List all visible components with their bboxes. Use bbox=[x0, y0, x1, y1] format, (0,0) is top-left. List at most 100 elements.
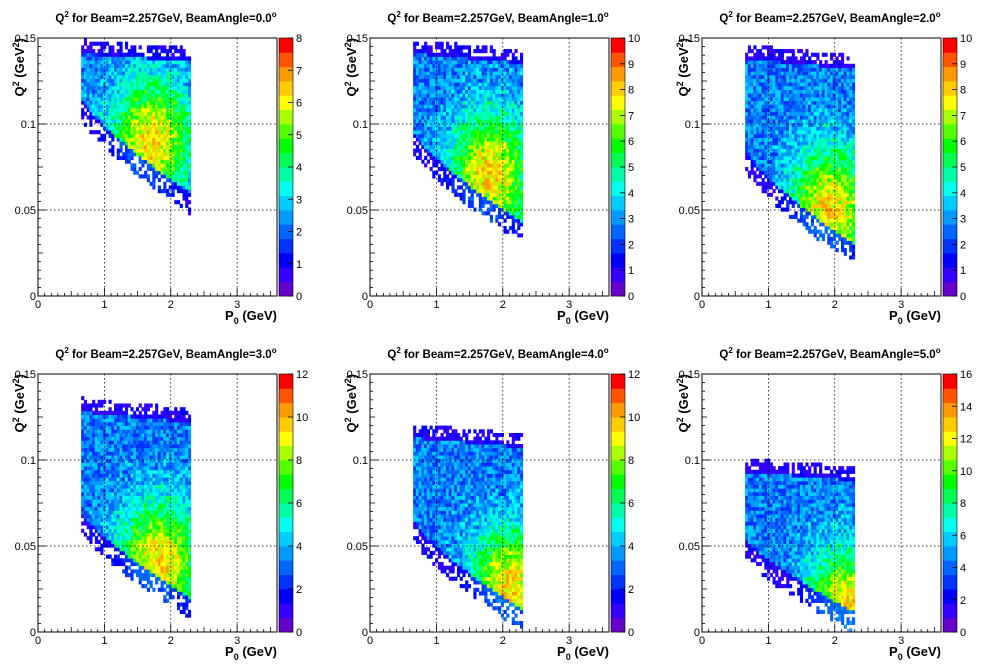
heatmap-cell bbox=[808, 163, 812, 168]
heatmap-cell bbox=[498, 163, 502, 168]
heatmap-cell bbox=[753, 155, 757, 161]
heatmap-cell bbox=[144, 56, 148, 61]
heatmap-cell bbox=[511, 56, 515, 61]
heatmap-cell bbox=[514, 78, 518, 83]
heatmap-cell bbox=[185, 200, 189, 205]
heatmap-cell bbox=[745, 122, 749, 127]
heatmap-cell bbox=[805, 78, 809, 83]
heatmap-cell bbox=[446, 119, 450, 124]
heatmap-cell bbox=[179, 104, 183, 109]
heatmap-cell bbox=[775, 111, 779, 116]
heatmap-cell bbox=[816, 100, 820, 105]
heatmap-cell bbox=[802, 56, 806, 61]
heatmap-cell bbox=[758, 137, 762, 142]
heatmap-cell bbox=[456, 141, 461, 146]
heatmap-cell bbox=[465, 67, 469, 72]
heatmap-cell bbox=[487, 152, 491, 157]
heatmap-cell bbox=[149, 104, 153, 109]
heatmap-cell bbox=[824, 211, 828, 216]
heatmap-cell bbox=[179, 163, 183, 168]
heatmap-cell bbox=[135, 148, 140, 153]
heatmap-cell bbox=[105, 108, 109, 113]
heatmap-cell bbox=[835, 155, 839, 161]
heatmap-cell bbox=[492, 133, 496, 138]
heatmap-cell bbox=[97, 74, 101, 79]
heatmap-cell bbox=[495, 115, 499, 120]
heatmap-cell bbox=[105, 60, 109, 65]
heatmap-cell bbox=[786, 67, 790, 72]
heatmap-cell bbox=[802, 96, 806, 102]
heatmap-cell bbox=[116, 85, 120, 90]
heatmap-cell bbox=[135, 115, 140, 120]
heatmap-cell bbox=[810, 189, 815, 194]
heatmap-cell bbox=[119, 56, 123, 61]
colorbar-tick-label: 3 bbox=[628, 214, 634, 226]
heatmap-cell bbox=[810, 96, 815, 102]
heatmap-cell bbox=[764, 100, 768, 105]
heatmap-cell bbox=[824, 155, 828, 161]
heatmap-cell bbox=[810, 159, 815, 164]
heatmap-cell bbox=[415, 108, 420, 113]
heatmap-cell bbox=[783, 181, 787, 186]
heatmap-cell bbox=[155, 45, 159, 50]
heatmap-cell bbox=[81, 45, 85, 50]
heatmap-cell bbox=[476, 192, 480, 197]
heatmap-cell bbox=[805, 203, 809, 208]
heatmap-cell bbox=[805, 111, 809, 116]
heatmap-cell bbox=[832, 89, 836, 94]
heatmap-cell bbox=[797, 85, 801, 90]
heatmap-cell bbox=[446, 111, 450, 116]
heatmap-cell bbox=[146, 163, 151, 168]
heatmap-cell bbox=[476, 67, 480, 72]
heatmap-cell bbox=[509, 82, 513, 87]
heatmap-cell bbox=[761, 170, 765, 175]
heatmap-cell bbox=[827, 203, 831, 208]
heatmap-cell bbox=[114, 104, 118, 109]
heatmap-cell bbox=[816, 104, 820, 109]
heatmap-cell bbox=[152, 152, 156, 157]
heatmap-cell bbox=[843, 108, 847, 113]
heatmap-cell bbox=[451, 100, 455, 105]
heatmap-cell bbox=[81, 458, 85, 463]
heatmap-cell bbox=[851, 214, 856, 219]
heatmap-cell bbox=[797, 159, 801, 164]
heatmap-cell bbox=[443, 74, 447, 79]
heatmap-cell bbox=[517, 137, 521, 142]
heatmap-cell bbox=[500, 148, 504, 153]
heatmap-cell bbox=[841, 163, 845, 168]
heatmap-cell bbox=[487, 181, 491, 186]
heatmap-cell bbox=[413, 71, 417, 76]
heatmap-cell bbox=[761, 96, 765, 102]
colorbar-swatch bbox=[611, 281, 625, 297]
heatmap-cell bbox=[146, 130, 151, 135]
heatmap-cell bbox=[492, 52, 496, 57]
heatmap-cell bbox=[514, 203, 518, 208]
heatmap-cell bbox=[846, 240, 850, 245]
heatmap-cell bbox=[758, 71, 762, 76]
heatmap-cell bbox=[465, 85, 469, 90]
heatmap-cell bbox=[177, 71, 181, 76]
heatmap-cell bbox=[799, 214, 804, 219]
heatmap-cell bbox=[473, 137, 477, 142]
heatmap-cell bbox=[775, 56, 779, 61]
heatmap-cell bbox=[851, 71, 856, 76]
heatmap-cell bbox=[418, 122, 422, 127]
heatmap-cell bbox=[509, 203, 513, 208]
heatmap-cell bbox=[802, 163, 806, 168]
heatmap-cell bbox=[783, 119, 787, 124]
heatmap-cell bbox=[177, 56, 181, 61]
heatmap-cell bbox=[89, 130, 93, 135]
heatmap-cell bbox=[843, 122, 847, 127]
heatmap-cell bbox=[467, 189, 472, 194]
heatmap-cell bbox=[443, 111, 447, 116]
heatmap-cell bbox=[832, 189, 836, 194]
heatmap-cell bbox=[498, 167, 502, 172]
heatmap-cell bbox=[171, 152, 175, 157]
heatmap-cell bbox=[130, 144, 134, 149]
heatmap-cell bbox=[758, 133, 762, 138]
heatmap-cell bbox=[440, 144, 444, 149]
heatmap-cell bbox=[163, 141, 167, 146]
heatmap-cell bbox=[747, 141, 752, 146]
heatmap-cell bbox=[426, 60, 430, 65]
heatmap-cell bbox=[160, 85, 164, 90]
